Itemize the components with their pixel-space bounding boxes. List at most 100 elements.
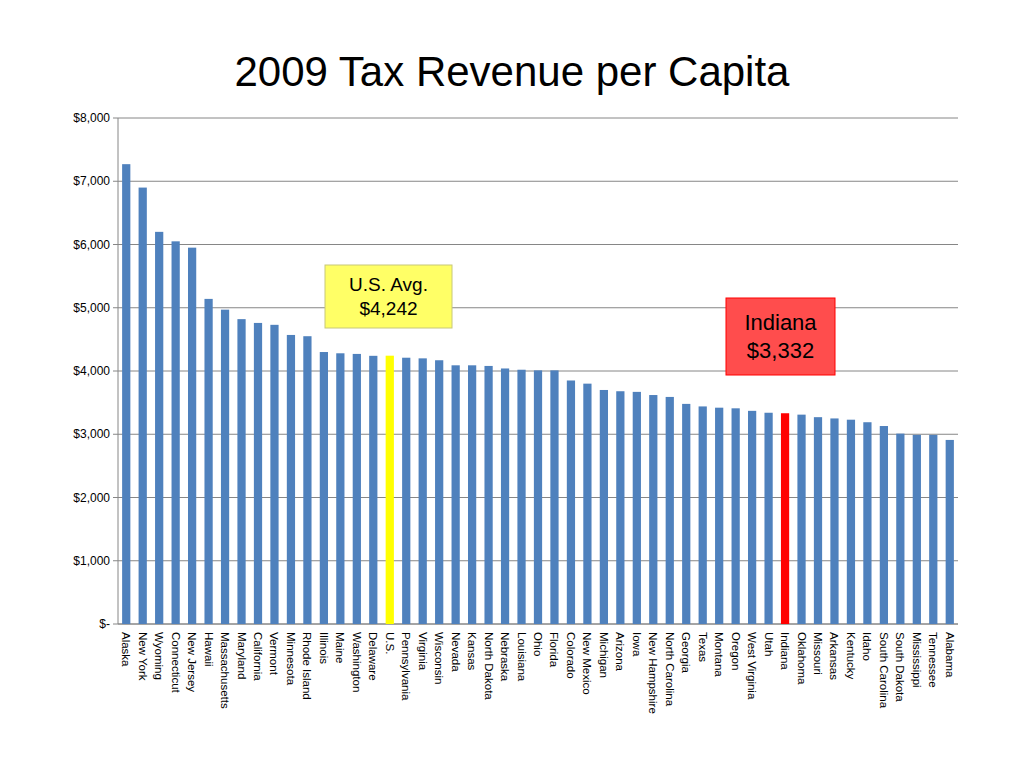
tick-label: $6,000 [73,238,110,252]
category-label: New Hampshire [647,632,659,714]
category-label: Idaho [861,632,873,661]
annotation: Indiana$3,332 [726,298,835,375]
tick-label: $3,000 [73,427,110,441]
tick-label: $8,000 [73,111,110,125]
category-label: Hawaii [203,632,215,667]
tick-mark [113,244,118,245]
category-label: Washington [351,632,363,692]
bars [122,164,954,624]
y-axis [118,118,119,624]
bar [172,241,180,624]
annotation-text: $4,242 [359,298,417,319]
bar [600,390,608,624]
category-label: Wisconsin [433,632,445,684]
grid-line [118,244,958,245]
category-label: Nebraska [499,632,511,682]
category-label: Wyoming [153,632,165,680]
bar [287,335,295,624]
bar [830,418,838,624]
category-label: California [252,632,264,681]
category-label: Florida [548,632,560,668]
bar [468,365,476,624]
category-label: Mississippi [911,632,923,688]
category-label: New Jersey [186,632,198,692]
category-label: Alaska [120,632,132,667]
category-label: Virginia [417,632,429,671]
tick-label: $1,000 [73,554,110,568]
category-label: Delaware [367,632,379,681]
bar [237,319,245,624]
bar [435,360,443,624]
tick-mark [113,118,118,119]
category-label: Colorado [565,632,577,679]
category-label: New Mexico [581,632,593,695]
tick-label: $- [99,617,110,631]
bar [946,440,954,624]
bar [880,426,888,624]
bar [221,310,229,624]
category-label: South Carolina [878,632,890,709]
bar [270,325,278,624]
bar [764,413,772,624]
bar [517,370,525,624]
title: 2009 Tax Revenue per Capita [235,48,791,95]
bar [534,370,542,624]
bar [419,358,427,624]
bar [699,406,707,624]
bar [649,395,657,624]
bar [929,435,937,624]
category-label: Ohio [532,632,544,656]
category-label: Vermont [268,632,280,676]
bar [402,358,410,624]
annotation-text: U.S. Avg. [349,274,428,295]
tick-mark [113,307,118,308]
category-label: North Carolina [664,632,676,707]
annotation: U.S. Avg. $4,242 [325,265,452,328]
bar [452,365,460,624]
bar [781,413,789,624]
category-label: Maryland [236,632,248,679]
bar [320,352,328,624]
category-label: Pennsylvania [400,632,412,701]
category-label: Texas [697,632,709,662]
tick-label: $4,000 [73,364,110,378]
bar [616,391,624,624]
bar [913,435,921,624]
category-label: Missouri [812,632,824,675]
bar [797,415,805,624]
bar [369,356,377,624]
category-label: Oklahoma [796,632,808,685]
category-label: Illinois [318,632,330,664]
category-label: Michigan [598,632,610,678]
bar [715,408,723,624]
bar [814,417,822,624]
tick-mark [113,497,118,498]
annotation-box [325,265,452,328]
tick-mark [113,371,118,372]
annotation-box [726,298,835,375]
bar [847,420,855,624]
category-label: Minnesota [285,632,297,686]
category-label: Kentucky [845,632,857,680]
category-label: Iowa [631,632,643,657]
category-label: Rhode Island [301,632,313,700]
bar [550,370,558,624]
category-label: North Dakota [483,632,495,700]
category-label: Arizona [614,632,626,672]
bar [303,336,311,624]
category-label: Indiana [779,632,791,670]
bar [666,397,674,624]
bar [484,366,492,624]
bar [122,164,130,624]
category-label: U.S. [384,632,396,654]
category-label: Montana [713,632,725,677]
bar [732,408,740,624]
grid-line [118,181,958,182]
tick-mark [113,624,118,625]
grid-line [118,118,958,119]
category-label: Utah [763,632,775,656]
bar [204,299,212,624]
category-label: New York [137,632,149,681]
category-label: Louisiana [516,632,528,682]
category-label: Oregon [730,632,742,670]
